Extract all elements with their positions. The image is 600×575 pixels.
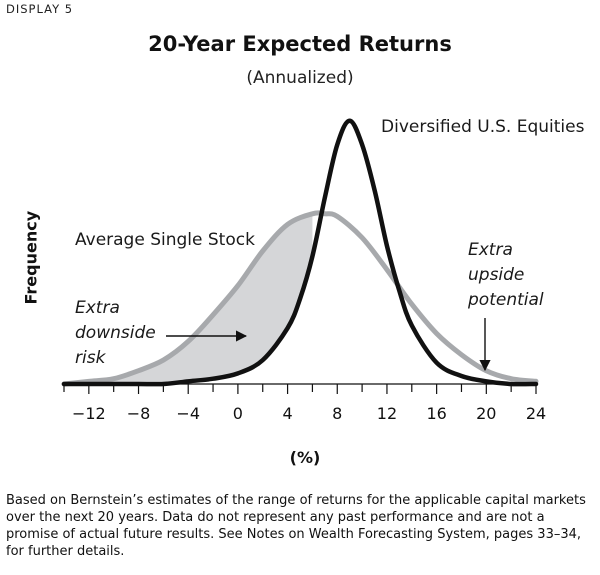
x-tick-label: −4 [176, 404, 200, 423]
x-tick-label: 8 [332, 404, 342, 423]
x-tick-label: 16 [426, 404, 446, 423]
chart-subtitle: (Annualized) [246, 68, 354, 88]
annotation-downside: Extra downside risk [75, 296, 156, 371]
x-tick-label: 20 [476, 404, 496, 423]
annotation-downside-line-1: Extra [75, 298, 120, 318]
shaded-downside-region [64, 213, 313, 384]
display-label: DISPLAY 5 [6, 2, 74, 16]
x-tick-label: −12 [72, 404, 106, 423]
annotation-upside-line-2: upside [468, 265, 525, 285]
annotation-downside-line-3: risk [75, 348, 106, 368]
series-line-single-stock [61, 210, 539, 387]
annotation-upside-line-1: Extra [468, 240, 513, 260]
x-axis-label: (%) [289, 448, 321, 467]
x-tick-label: −8 [127, 404, 151, 423]
annotation-upside-line-3: potential [468, 290, 544, 310]
series-label-equities: Diversified U.S. Equities [381, 117, 585, 137]
footnote: Based on Bernstein’s estimates of the ra… [6, 493, 586, 559]
plot-area: −12 −8 −4 0 4 8 12 16 20 24 [61, 118, 546, 423]
x-tick-label: 24 [526, 404, 546, 423]
x-tick-label: 4 [282, 404, 292, 423]
x-tick-label: 0 [233, 404, 243, 423]
series-label-single-stock: Average Single Stock [75, 230, 255, 250]
annotation-upside: Extra upside potential [468, 238, 544, 313]
chart-title: 20-Year Expected Returns [148, 32, 452, 56]
annotation-downside-line-2: downside [75, 323, 156, 343]
x-tick-label: 12 [377, 404, 397, 423]
